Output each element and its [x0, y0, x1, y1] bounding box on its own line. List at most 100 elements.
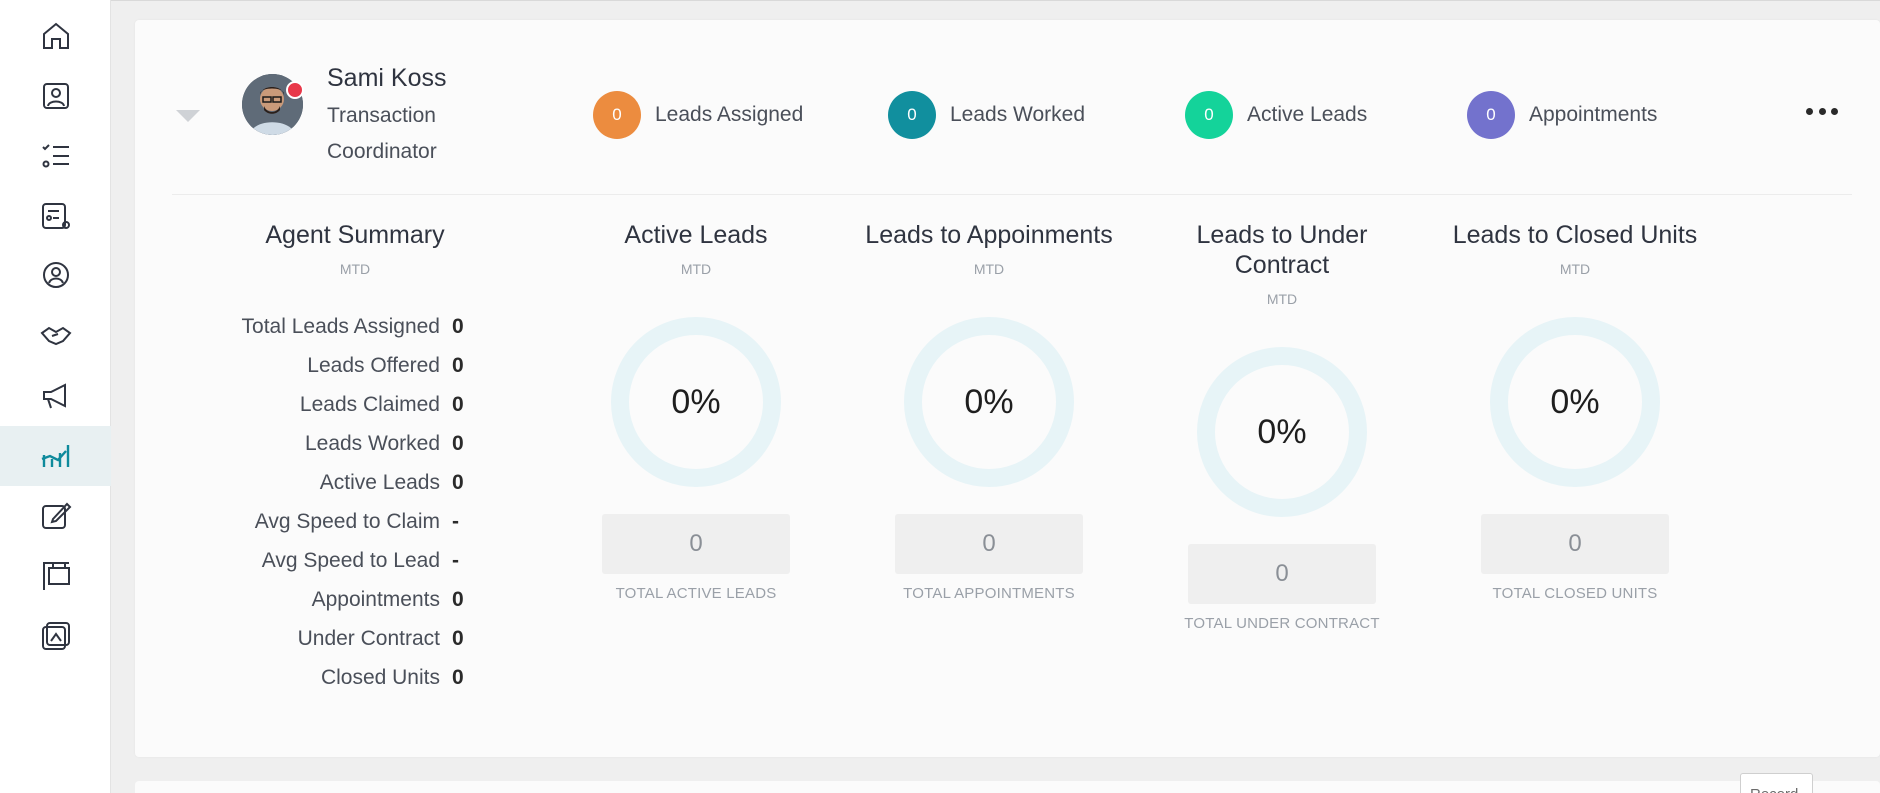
more-dot-icon — [1818, 107, 1826, 115]
summary-row: Leads Claimed 0 — [170, 390, 490, 420]
summary-value: 0 — [452, 354, 464, 377]
metric-total-label: TOTAL UNDER CONTRACT — [1184, 615, 1380, 632]
metric-period: MTD — [680, 261, 712, 277]
sidebar-item-gallery[interactable] — [0, 606, 111, 666]
metric-percent: 0% — [964, 382, 1014, 421]
summary-label: Leads Claimed — [299, 393, 440, 416]
summary-label: Closed Units — [320, 666, 440, 689]
sidebar-item-home[interactable] — [0, 6, 111, 66]
metric-period: MTD — [1559, 261, 1591, 277]
summary-value: 0 — [452, 432, 464, 455]
summary-row: Closed Units 0 — [170, 663, 490, 693]
metric-period: MTD — [973, 261, 1005, 277]
summary-value: - — [452, 510, 459, 533]
summary-value: 0 — [452, 393, 464, 416]
stat-label: Active Leads — [1247, 103, 1368, 126]
user-location-icon — [42, 262, 69, 288]
agent-name: Sami Koss — [327, 64, 447, 92]
summary-row: Appointments 0 — [170, 585, 490, 615]
metric-donut-chart: 0% — [904, 317, 1074, 487]
summary-value: 0 — [452, 666, 464, 689]
more-dot-icon — [1831, 107, 1838, 115]
next-card — [135, 781, 1880, 793]
metric-total-label: TOTAL ACTIVE LEADS — [615, 585, 777, 602]
metric-period: MTD — [1266, 291, 1298, 307]
metric-title: Leads to Under Contract — [1196, 221, 1368, 279]
top-border — [111, 0, 1880, 1]
metric-donut-chart: 0% — [611, 317, 781, 487]
summary-period: MTD — [339, 261, 371, 277]
summary-label: Under Contract — [297, 627, 440, 650]
metric-total-box: 0 — [1188, 544, 1376, 604]
stat-count-badge: 0 — [1467, 91, 1515, 139]
more-options-button[interactable] — [1800, 98, 1844, 124]
summary-label: Leads Worked — [304, 432, 440, 455]
sidebar-item-contacts[interactable] — [0, 66, 111, 126]
home-icon — [42, 22, 69, 49]
metric-title: Active Leads — [624, 221, 768, 249]
summary-value: - — [452, 549, 459, 572]
metric-total-label: TOTAL APPOINTMENTS — [903, 585, 1075, 602]
edit-icon — [41, 502, 71, 529]
summary-label: Avg Speed to Lead — [261, 549, 440, 572]
stat-active-leads[interactable]: 0 Active Leads — [1185, 91, 1367, 139]
sidebar-item-task-settings[interactable] — [0, 186, 111, 246]
stat-count-badge: 0 — [1185, 91, 1233, 139]
summary-label: Leads Offered — [307, 354, 440, 377]
stat-label: Leads Assigned — [655, 103, 804, 126]
agent-role: Transaction Coordinator — [327, 104, 437, 163]
summary-row: Under Contract 0 — [170, 624, 490, 654]
status-badge — [286, 81, 304, 99]
sign-post-icon — [42, 562, 70, 590]
metric-total-box: 0 — [602, 514, 790, 574]
metric-total-box: 0 — [1481, 514, 1669, 574]
avatar[interactable] — [242, 74, 304, 135]
sidebar-nav — [0, 0, 111, 793]
summary-row: Leads Offered 0 — [170, 351, 490, 381]
sidebar-item-deals[interactable] — [0, 306, 111, 366]
metric-percent: 0% — [671, 382, 721, 421]
metric-title: Leads to Closed Units — [1452, 221, 1698, 249]
analytics-icon — [41, 445, 69, 467]
metric-donut-chart: 0% — [1197, 347, 1367, 517]
summary-value: 0 — [452, 588, 464, 611]
summary-label: Active Leads — [319, 471, 440, 494]
metric-total-label: TOTAL CLOSED UNITS — [1492, 585, 1658, 602]
stat-count-badge: 0 — [593, 91, 641, 139]
sidebar-item-tasks[interactable] — [0, 126, 111, 186]
summary-row: Avg Speed to Claim - — [170, 507, 490, 537]
metric-total-box: 0 — [895, 514, 1083, 574]
stat-label: Leads Worked — [950, 103, 1086, 126]
sidebar-item-marketing[interactable] — [0, 366, 111, 426]
stat-label: Appointments — [1529, 103, 1658, 126]
sidebar-item-analytics[interactable] — [0, 426, 111, 486]
metric-percent: 0% — [1550, 382, 1600, 421]
summary-value: 0 — [452, 315, 464, 338]
summary-value: 0 — [452, 471, 464, 494]
stat-leads-assigned[interactable]: 0 Leads Assigned — [593, 91, 803, 139]
collapse-caret-icon[interactable] — [176, 110, 200, 122]
megaphone-icon — [42, 383, 66, 409]
summary-row: Total Leads Assigned 0 — [170, 312, 490, 342]
gallery-icon — [41, 622, 70, 650]
sidebar-item-profile[interactable] — [0, 246, 111, 306]
summary-row: Avg Speed to Lead - — [170, 546, 490, 576]
metric-donut-chart: 0% — [1490, 317, 1660, 487]
sidebar-item-notes[interactable] — [0, 486, 111, 546]
record-button[interactable]: Record — [1740, 773, 1813, 793]
task-settings-icon — [41, 203, 70, 229]
metric-title: Leads to Appoinments — [865, 221, 1113, 249]
summary-label: Avg Speed to Claim — [254, 510, 440, 533]
metric-percent: 0% — [1257, 412, 1307, 451]
summary-value: 0 — [452, 627, 464, 650]
header-divider — [172, 194, 1852, 195]
summary-title: Agent Summary — [265, 221, 445, 249]
handshake-icon — [40, 326, 71, 346]
stat-leads-worked[interactable]: 0 Leads Worked — [888, 91, 1085, 139]
more-dot-icon — [1806, 107, 1813, 115]
summary-label: Total Leads Assigned — [241, 315, 440, 338]
stat-appointments[interactable]: 0 Appointments — [1467, 91, 1657, 139]
sidebar-item-listings[interactable] — [0, 546, 111, 606]
checklist-icon — [41, 144, 69, 168]
contact-card-icon — [42, 83, 69, 109]
